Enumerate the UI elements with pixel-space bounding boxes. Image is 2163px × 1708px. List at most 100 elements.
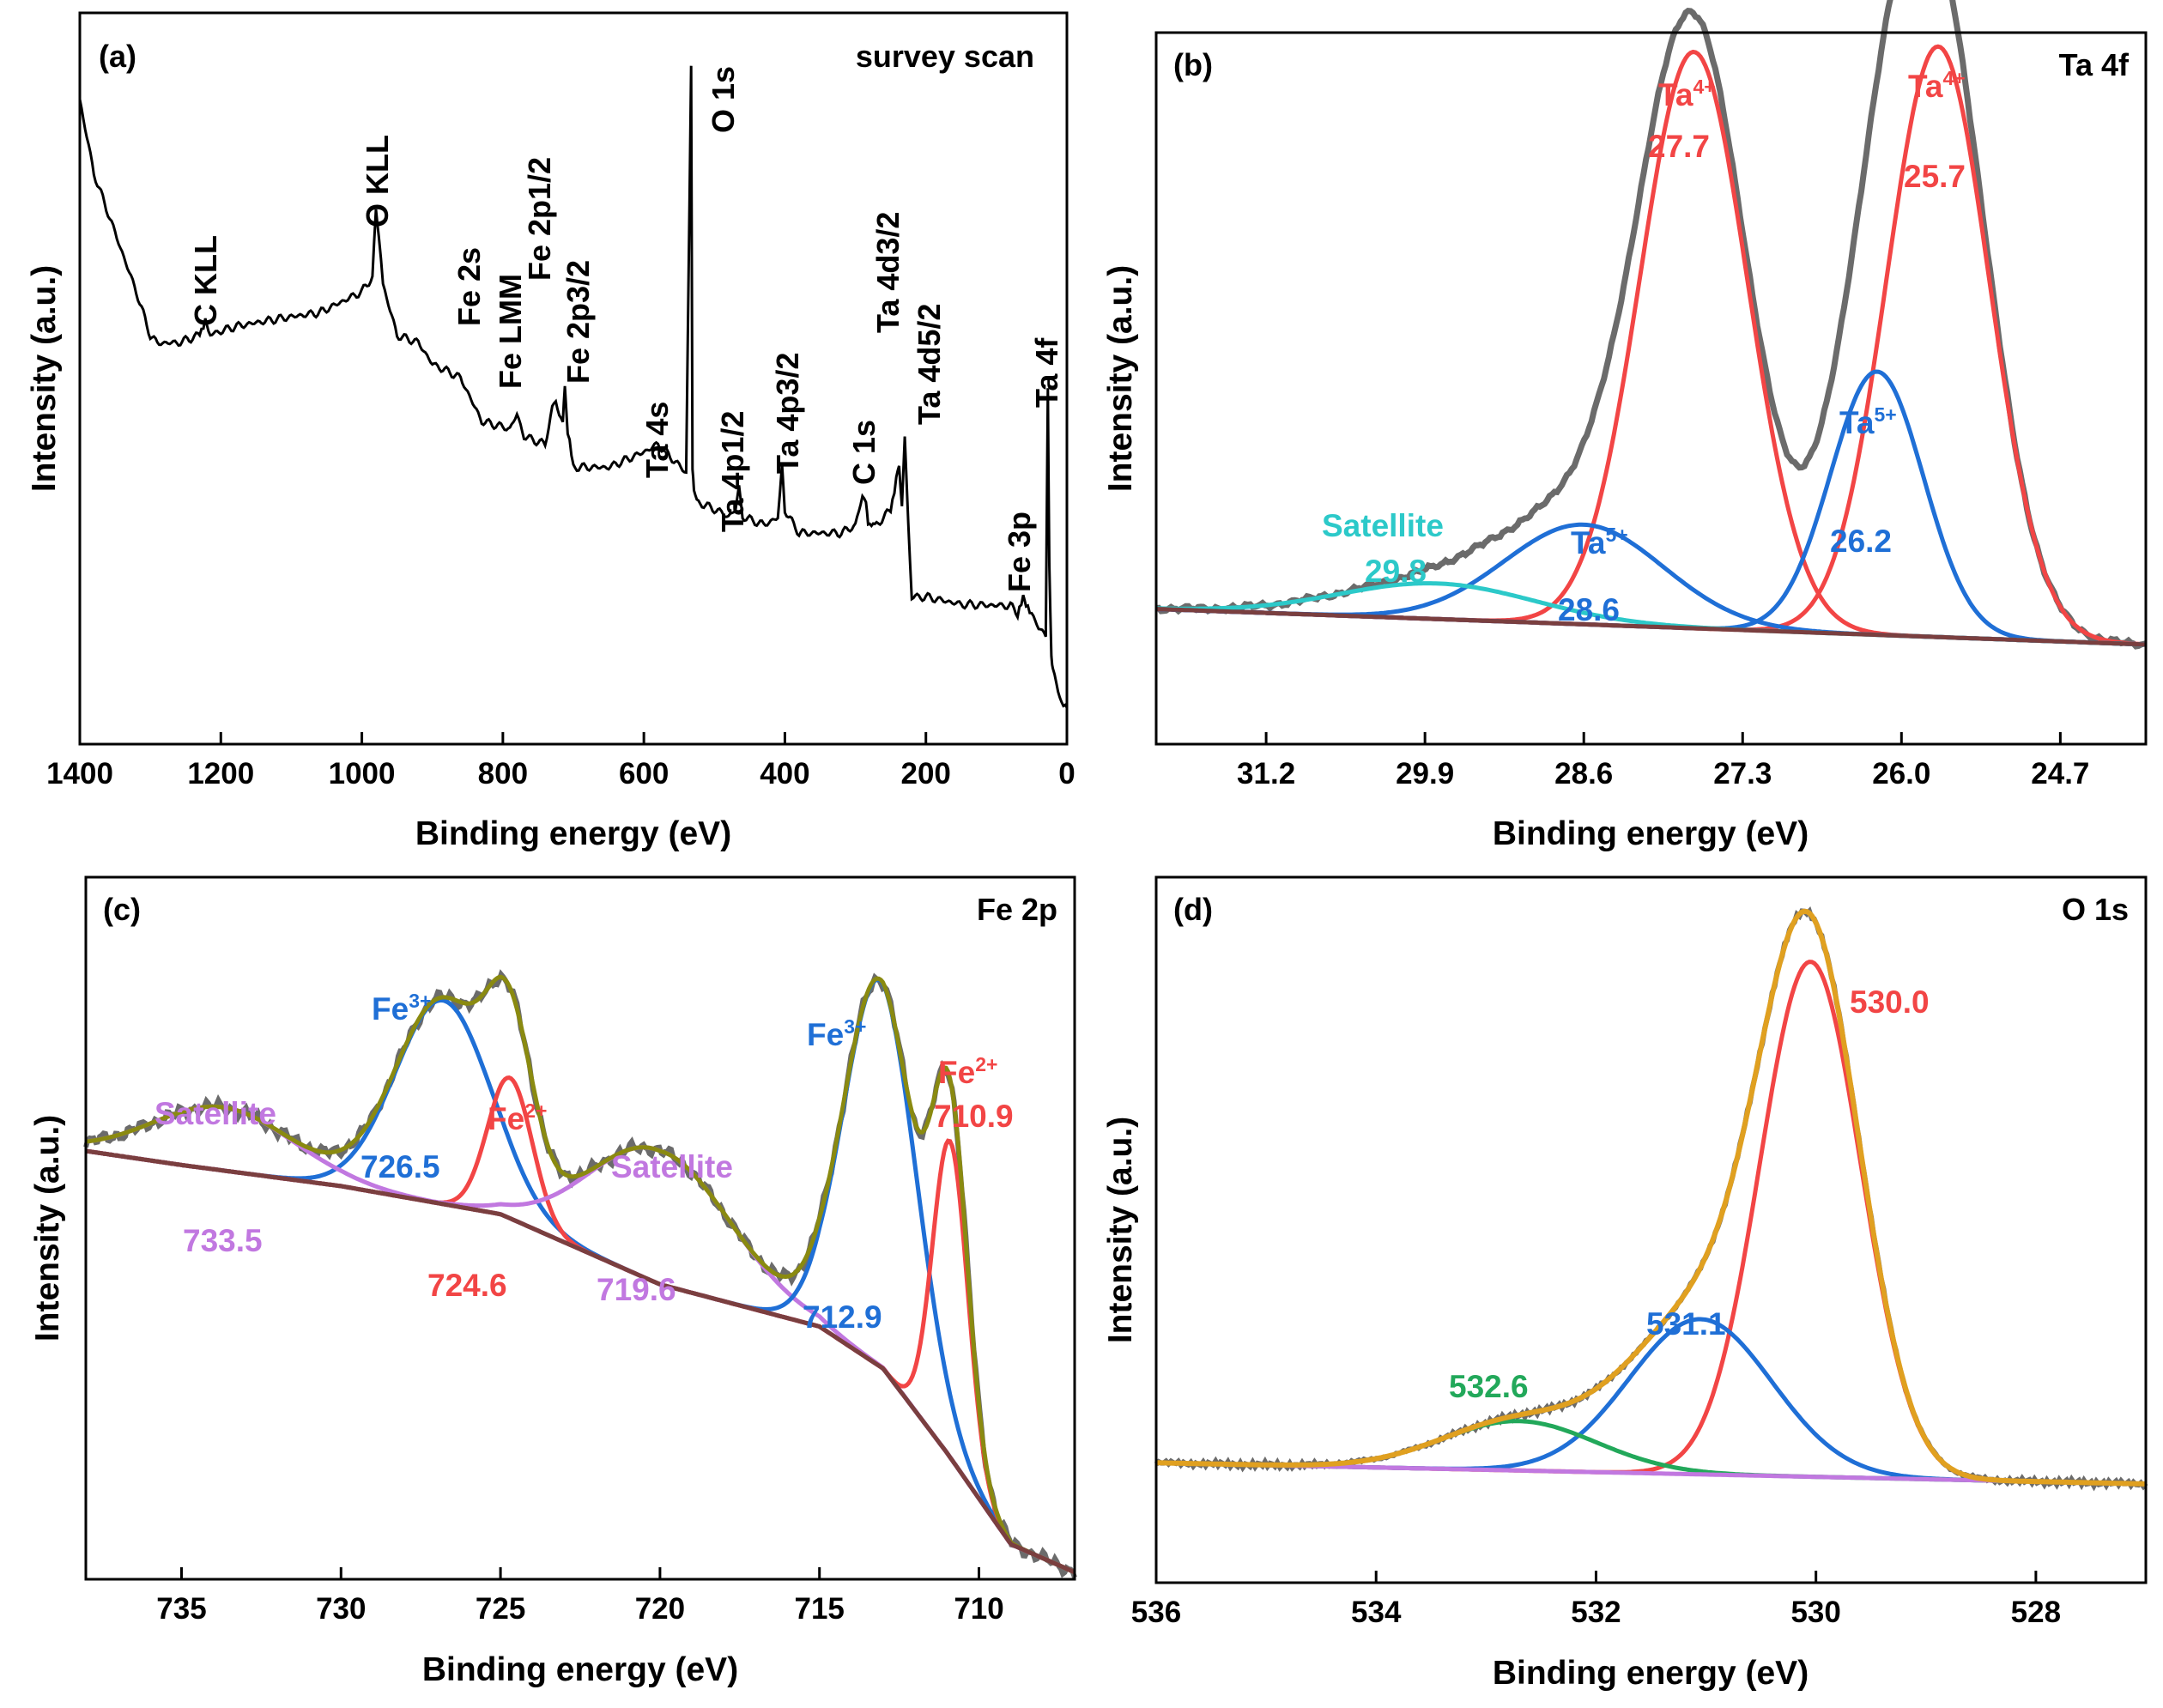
annotation-c-1s: C 1s (846, 420, 882, 485)
label-ta4-b: Ta4+ (1908, 67, 1966, 104)
panel-c-xlabel: Binding energy (eV) (422, 1651, 738, 1688)
label-fe3-a: Fe3+ (372, 990, 431, 1027)
label-fe2-b: Fe2+ (938, 1053, 997, 1090)
annotation-ta-4f: Ta 4f (1029, 337, 1064, 408)
panel-d-series (1154, 905, 2148, 1492)
label-ta4-a-ion: Ta (1658, 77, 1693, 112)
value-satellite-c1: 733.5 (183, 1223, 263, 1258)
panel-d-xlabel: Binding energy (eV) (1493, 1655, 1809, 1692)
panel-a-x-tick-label: 800 (478, 757, 528, 790)
value-o-531: 531.1 (1646, 1306, 1726, 1342)
label-fe3-b-ion: Fe (807, 1017, 844, 1052)
value-fe2-b: 710.9 (934, 1099, 1014, 1134)
panel-a: 1400 1200 1000 800 600 400 200 0 (a) survey sca… (26, 11, 1075, 852)
panel-b-title: Ta 4f (2059, 47, 2130, 82)
annotation-ta-4s: Ta 4s (639, 402, 675, 478)
value-ta5-a: 28.6 (1558, 592, 1620, 627)
annotation-o-1s: O 1s (706, 66, 741, 133)
panel-d-label: (d) (1173, 892, 1213, 927)
panel-b-x-tick-label: 29.9 (1396, 757, 1454, 790)
panel-d: 536 534 532 530 528 (d) O 1s Binding energy … (1102, 875, 2148, 1692)
panel-c-series (83, 969, 1077, 1578)
panel-c-label: (c) (103, 892, 141, 927)
value-ta4-b: 25.7 (1904, 159, 1966, 194)
panel-a-label: (a) (99, 39, 136, 74)
panel-b-x-tick-label: 31.2 (1237, 757, 1295, 790)
label-ta4-a: Ta4+ (1658, 76, 1716, 112)
panel-b-label: (b) (1173, 47, 1213, 82)
annotation-ta-4d3-2: Ta 4d3/2 (870, 212, 906, 333)
panel-b-ticks: 31.2 29.9 28.6 27.3 26.0 24.7 (1237, 732, 2089, 790)
panel-c-x-tick-label: 735 (156, 1592, 206, 1626)
panel-c-x-tick-label: 720 (635, 1592, 685, 1626)
panel-d-x-tick-label: 532 (1571, 1596, 1621, 1629)
panel-a-x-tick-label: 400 (760, 757, 809, 790)
fe2p-background-line (85, 1148, 1075, 1575)
panel-b-x-tick-label: 27.3 (1713, 757, 1772, 790)
annotation-fe-2p1-2: Fe 2p1/2 (522, 157, 557, 281)
label-ta4-a-charge: 4+ (1693, 76, 1715, 98)
panel-d-frame (1154, 875, 2148, 1584)
value-satellite-b: 29.8 (1365, 554, 1427, 589)
fe2p-envelope-line (85, 974, 1075, 1575)
label-satellite-c1: Satellite (154, 1096, 276, 1131)
panel-a-ticks: 1400 1200 1000 800 600 400 200 0 (46, 732, 1075, 790)
label-fe3-b-charge: 3+ (844, 1015, 866, 1038)
annotation-fe-2s: Fe 2s (451, 247, 487, 326)
panel-a-ylabel: Intensity (a.u.) (26, 265, 63, 492)
panel-b-x-tick-label: 26.0 (1872, 757, 1930, 790)
label-fe2-a-ion: Fe (488, 1101, 524, 1136)
panel-c-ylabel: Intensity (a.u.) (29, 1115, 66, 1342)
panel-d-ticks: 536 534 532 530 528 (1131, 1571, 2061, 1629)
panel-a-x-tick-label: 1200 (187, 757, 254, 790)
panel-d-x-tick-label: 528 (2011, 1596, 2061, 1629)
annotation-ta-4d5-2: Ta 4d5/2 (912, 304, 947, 425)
panel-a-x-tick-label: 600 (619, 757, 669, 790)
panel-a-x-tick-label: 1400 (46, 757, 113, 790)
value-fe3-a: 726.5 (360, 1149, 440, 1184)
panel-d-x-tick-label: 534 (1351, 1596, 1402, 1629)
panel-c: 735 730 725 720 715 710 (c) Fe 2p Binding ene… (29, 875, 1077, 1688)
panel-b: 31.2 29.9 28.6 27.3 26.0 24.7 (b) Ta 4f Bindi… (1102, 0, 2148, 852)
value-ta4-a: 27.7 (1648, 129, 1710, 164)
panel-a-x-tick-label: 0 (1058, 757, 1075, 790)
annotation-c-kll: C KLL (188, 235, 223, 326)
panel-c-x-tick-label: 730 (316, 1592, 366, 1626)
panel-d-x-tick-label: 536 (1131, 1596, 1181, 1629)
panel-c-title: Fe 2p (977, 892, 1057, 927)
panel-d-title: O 1s (2062, 892, 2129, 927)
panel-a-frame (78, 11, 1069, 746)
panel-b-x-tick-label: 28.6 (1554, 757, 1613, 790)
panel-c-x-tick-label: 710 (954, 1592, 1003, 1626)
annotation-ta-4p1-2: Ta 4p1/2 (715, 411, 750, 532)
label-satellite-c2: Satellite (611, 1149, 733, 1184)
value-o-530: 530.0 (1850, 984, 1930, 1020)
label-fe2-a-charge: 2+ (524, 1099, 547, 1122)
annotation-fe-lmm: Fe LMM (493, 274, 528, 389)
panel-a-x-tick-label: 1000 (329, 757, 396, 790)
label-fe2-b-ion: Fe (938, 1055, 975, 1090)
label-fe3-a-ion: Fe (372, 991, 409, 1027)
panel-a-x-tick-label: 200 (901, 757, 951, 790)
panel-a-title: survey scan (856, 39, 1034, 74)
label-ta5-a-charge: 5+ (1605, 524, 1627, 546)
panel-c-frame (84, 875, 1076, 1581)
label-ta5-b-ion: Ta (1839, 405, 1875, 440)
annotation-fe-2p3-2: Fe 2p3/2 (560, 260, 596, 384)
panel-b-frame (1154, 31, 2148, 746)
label-fe3-b: Fe3+ (807, 1015, 866, 1052)
panel-b-series (1155, 0, 2147, 650)
value-ta5-b: 26.2 (1830, 524, 1892, 559)
value-fe3-b: 712.9 (803, 1299, 882, 1335)
ta4f-background-line (1155, 607, 2147, 647)
annotation-ta-4p3-2: Ta 4p3/2 (770, 353, 805, 474)
label-ta5-a-ion: Ta (1571, 525, 1606, 560)
panel-b-x-tick-label: 24.7 (2031, 757, 2089, 790)
annotation-o-kll: O KLL (360, 135, 395, 227)
panel-b-xlabel: Binding energy (eV) (1493, 815, 1809, 852)
panel-b-ylabel: Intensity (a.u.) (1102, 265, 1139, 492)
value-o-532: 532.6 (1449, 1369, 1529, 1404)
value-satellite-c2: 719.6 (597, 1272, 676, 1307)
panel-d-ylabel: Intensity (a.u.) (1102, 1117, 1139, 1343)
label-ta4-b-charge: 4+ (1942, 67, 1965, 89)
